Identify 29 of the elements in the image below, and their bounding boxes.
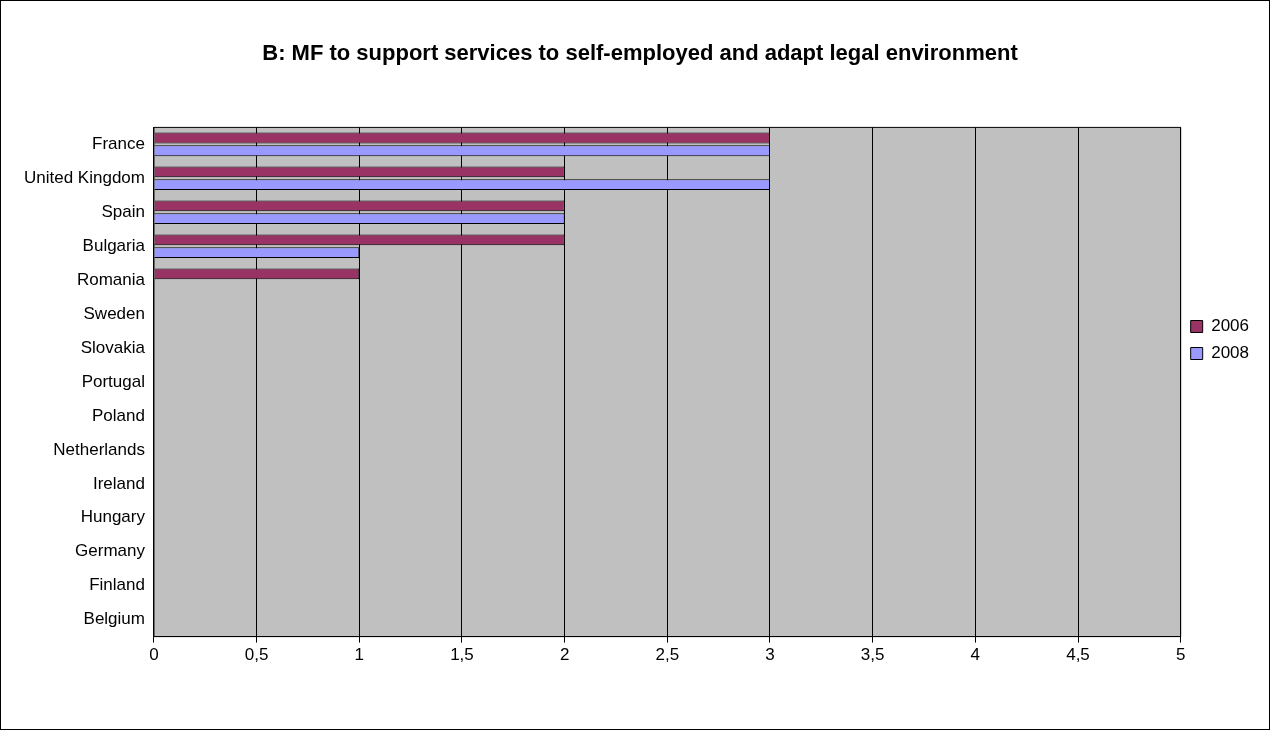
y-tick-label: Poland [92, 405, 145, 425]
y-tick-label: Sweden [83, 303, 145, 323]
x-tick-label: 2,5 [655, 645, 680, 665]
x-tick-label: 5 [1175, 645, 1186, 665]
y-tick-label: Germany [75, 541, 146, 561]
y-tick-label: Slovakia [80, 337, 146, 357]
x-tick-label: 1,5 [450, 645, 474, 665]
y-tick-label: Hungary [80, 507, 146, 527]
x-tick-label: 2 [559, 645, 570, 665]
legend-label: 2008 [1211, 343, 1250, 363]
y-tick-label: Belgium [83, 609, 145, 629]
y-tick-label: Netherlands [53, 439, 145, 459]
y-tick-label: Ireland [92, 473, 145, 493]
y-tick-label: France [92, 134, 145, 154]
y-tick-label: United Kingdom [23, 168, 145, 188]
x-tick-label: 3 [765, 645, 775, 665]
x-tick-label: 4,5 [1066, 645, 1090, 665]
y-tick-label: Finland [89, 575, 145, 595]
y-tick-label: Bulgaria [82, 235, 146, 255]
y-tick-label: Portugal [81, 371, 145, 391]
y-tick-label: Spain [101, 201, 145, 221]
legend-label: 2006 [1211, 316, 1250, 336]
chart-title: B: MF to support services to self-employed and adapt legal environment [262, 40, 1019, 66]
y-tick-label: Romania [76, 269, 146, 289]
x-tick-label: 1 [354, 645, 365, 665]
x-tick-label: 4 [970, 645, 981, 665]
x-tick-label: 0,5 [244, 645, 269, 665]
x-tick-label: 0 [149, 645, 159, 665]
x-tick-label: 3,5 [860, 645, 885, 665]
